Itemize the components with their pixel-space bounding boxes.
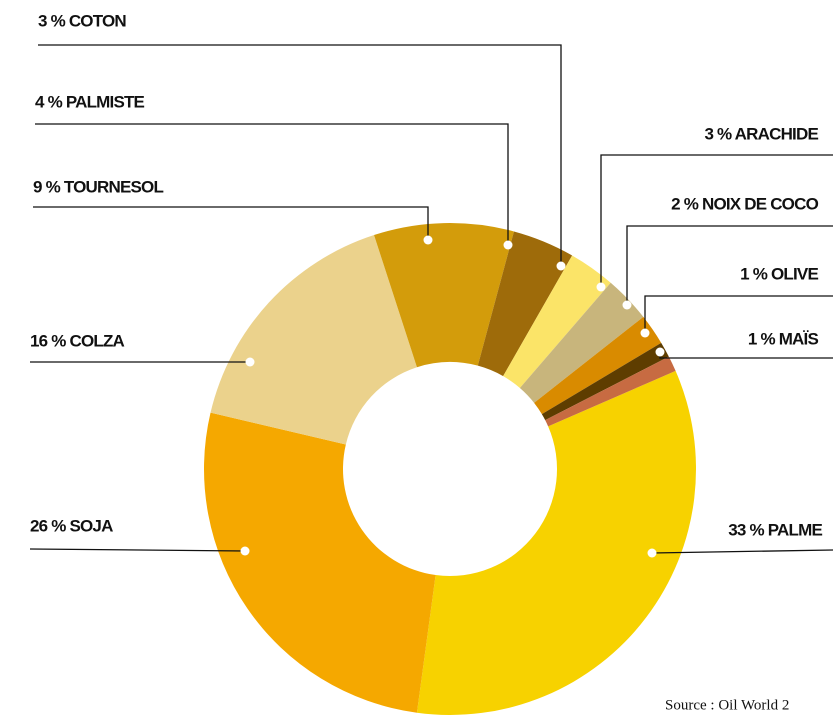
donut-slice (416, 370, 696, 715)
slice-label: 1 % MAÏS (748, 329, 819, 348)
donut-slice (541, 342, 669, 421)
slice-label: 26 % SOJA (30, 516, 113, 535)
leader-dot (596, 282, 606, 292)
slice-label: 16 % COLZA (30, 331, 125, 350)
leader-dot (647, 548, 657, 558)
donut-slice (519, 282, 644, 403)
leader-dot (622, 300, 632, 310)
leader-line (35, 123, 509, 245)
leader-line (29, 548, 246, 552)
leader-dot (240, 546, 250, 556)
donut-slice (503, 255, 611, 388)
donut-slice (210, 235, 417, 445)
slice-label: 4 % PALMISTE (35, 92, 145, 111)
leader-line (651, 549, 833, 554)
leader-line (33, 206, 429, 240)
leader-line (38, 44, 562, 266)
leader-dot (245, 357, 255, 367)
slice-label: 2 % NOIX DE COCO (671, 194, 818, 213)
donut-slice (204, 412, 436, 713)
leader-dot (640, 328, 650, 338)
leader-dot (556, 261, 566, 271)
leader-line (626, 225, 833, 305)
leader-dot (423, 235, 433, 245)
leader-line (600, 154, 833, 287)
slice-label: 3 % ARACHIDE (704, 124, 818, 143)
leader-dot (655, 347, 665, 357)
slice-label: 9 % TOURNESOL (33, 177, 163, 196)
donut-slice (545, 356, 676, 427)
source-note: Source : Oil World 2 (665, 697, 789, 713)
donut-slice (477, 231, 573, 377)
slice-label: 1 % OLIVE (740, 264, 818, 283)
leader-dot (503, 240, 513, 250)
slice-label: 3 % COTON (38, 11, 126, 30)
leader-line (659, 352, 833, 359)
leader-line (644, 295, 833, 333)
slice-label: 33 % PALME (728, 520, 822, 539)
donut-slice (534, 316, 662, 415)
donut-slice (374, 223, 514, 368)
